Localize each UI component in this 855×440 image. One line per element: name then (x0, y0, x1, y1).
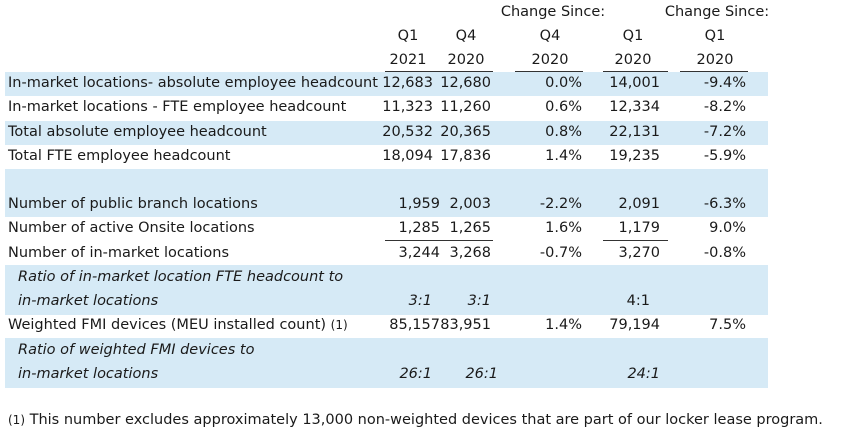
header-q1-2020-line2: 2020 (614, 52, 652, 68)
cell-change-q1: 9.0% (709, 220, 746, 236)
header-change-q1-line2: Q1 (704, 28, 726, 44)
footnote-text: This number excludes approximately 13,00… (25, 412, 823, 428)
row-band-spacer (5, 169, 768, 193)
rule-after-onsite-q-cols (385, 240, 493, 241)
row-label-line1: Ratio of weighted FMI devices to (18, 342, 255, 358)
cell-q1-2020: 22,131 (609, 124, 660, 140)
row-label: Total FTE employee headcount (8, 148, 231, 164)
cell-change-q1: -9.4% (703, 75, 746, 91)
header-rule-q-cols (385, 71, 493, 72)
row-label: In-market locations- absolute employee h… (8, 75, 378, 91)
cell-q1-2020: 19,235 (609, 148, 660, 164)
cell-q4-2020: 3,268 (449, 245, 491, 261)
cell-q1-2021: 1,959 (398, 196, 440, 212)
header-change-q1-line1: Change Since: (664, 4, 770, 20)
cell-q4-2020: 17,836 (440, 148, 491, 164)
header-rule-change-q4 (515, 71, 583, 72)
cell-q4-2020: 12,680 (440, 75, 491, 91)
header-q4-2020-line1: Q4 (455, 28, 477, 44)
row-label: In-market locations - FTE employee headc… (8, 99, 347, 115)
header-change-q1-line3: 2020 (696, 52, 734, 68)
header-change-q4-line2: Q4 (539, 28, 561, 44)
header-rule-q1-2020 (603, 71, 668, 72)
cell-q1-2020: 24:1 (627, 366, 660, 382)
cell-change-q4: 1.4% (545, 148, 582, 164)
row-label: Number of in-market locations (8, 245, 230, 261)
cell-q1-2021: 20,532 (382, 124, 433, 140)
header-q4-2020-line2: 2020 (447, 52, 485, 68)
header-q1-2021-line1: Q1 (397, 28, 419, 44)
row-label-line2: in-market locations (18, 293, 159, 309)
cell-q1-2021: 85,157 (389, 317, 440, 333)
cell-q1-2020: 14,001 (609, 75, 660, 91)
row-band-ratio-fmi (5, 338, 768, 388)
footnote-mark: (1) (8, 413, 25, 427)
cell-q4-2020: 3:1 (467, 293, 491, 309)
row-band-ratio-fte (5, 265, 768, 315)
rule-after-onsite-q1-2020 (603, 240, 668, 241)
cell-change-q1: -5.9% (703, 148, 746, 164)
cell-change-q4: 0.0% (545, 75, 582, 91)
row-band-3 (5, 121, 768, 145)
header-rule-change-q1 (680, 71, 748, 72)
cell-q4-2020: 2,003 (449, 196, 491, 212)
row-label: Weighted FMI devices (MEU installed coun… (8, 317, 348, 333)
cell-change-q4: -2.2% (539, 196, 582, 212)
row-label-line2: in-market locations (18, 366, 159, 382)
cell-change-q4: 1.4% (545, 317, 582, 333)
row-label: Number of active Onsite locations (8, 220, 255, 236)
cell-q4-2020: 1,265 (449, 220, 491, 236)
cell-q1-2020: 4:1 (626, 293, 650, 309)
cell-q1-2020: 12,334 (609, 99, 660, 115)
cell-change-q1: 7.5% (709, 317, 746, 333)
cell-q1-2020: 2,091 (618, 196, 660, 212)
row-band-5 (5, 193, 768, 217)
cell-change-q1: -0.8% (703, 245, 746, 261)
cell-change-q1: -6.3% (703, 196, 746, 212)
cell-change-q4: -0.7% (539, 245, 582, 261)
cell-q1-2021: 18,094 (382, 148, 433, 164)
cell-q1-2021: 12,683 (382, 75, 433, 91)
cell-q4-2020: 20,365 (440, 124, 491, 140)
footnote: (1) This number excludes approximately 1… (8, 412, 823, 428)
footnote-ref: (1) (330, 318, 348, 332)
header-q1-2020-line1: Q1 (622, 28, 644, 44)
cell-change-q4: 0.6% (545, 99, 582, 115)
header-q1-2021-line2: 2021 (389, 52, 427, 68)
row-label: Number of public branch locations (8, 196, 258, 212)
row-label-text: Weighted FMI devices (MEU installed coun… (8, 317, 327, 333)
row-band-1 (5, 72, 768, 96)
cell-q1-2021: 11,323 (382, 99, 433, 115)
header-change-q4-line1: Change Since: (500, 4, 606, 20)
cell-change-q4: 1.6% (545, 220, 582, 236)
cell-q1-2021: 26:1 (399, 366, 432, 382)
cell-change-q1: -8.2% (703, 99, 746, 115)
cell-q4-2020: 26:1 (465, 366, 498, 382)
header-change-q4-line3: 2020 (531, 52, 569, 68)
cell-q1-2021: 3:1 (408, 293, 432, 309)
row-label-line1: Ratio of in-market location FTE headcoun… (18, 269, 344, 285)
row-label: Total absolute employee headcount (8, 124, 267, 140)
cell-q1-2020: 3,270 (618, 245, 660, 261)
cell-change-q4: 0.8% (545, 124, 582, 140)
cell-q1-2021: 1,285 (398, 220, 440, 236)
cell-q4-2020: 83,951 (440, 317, 491, 333)
cell-q4-2020: 11,260 (440, 99, 491, 115)
cell-q1-2021: 3,244 (398, 245, 440, 261)
cell-q1-2020: 1,179 (618, 220, 660, 236)
cell-q1-2020: 79,194 (609, 317, 660, 333)
cell-change-q1: -7.2% (703, 124, 746, 140)
